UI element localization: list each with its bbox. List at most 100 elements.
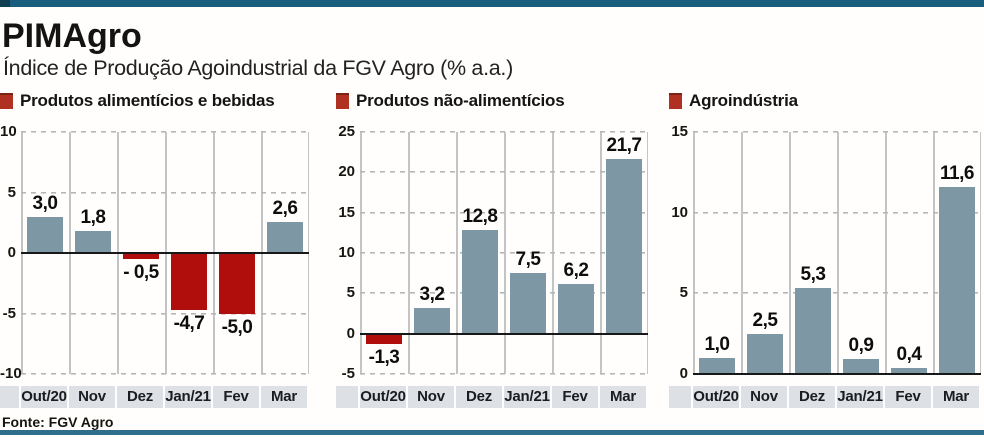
bar-value-label: 11,6 — [940, 162, 974, 184]
bar-Nov — [747, 333, 783, 374]
bar-Out/20 — [699, 357, 735, 374]
chart-title: Produtos não-alimentícios — [356, 91, 565, 110]
category-label: Nov — [69, 386, 115, 408]
bar-Fev — [558, 283, 594, 334]
category-band-axis-cell — [0, 386, 19, 408]
y-axis-tick-label: -10 — [0, 365, 22, 382]
y-axis-tick-label: 10 — [671, 203, 688, 221]
bar-value-label: 6,2 — [563, 259, 589, 281]
bar-value-label: 3,0 — [32, 192, 58, 214]
category-label: Fev — [552, 386, 598, 408]
y-axis-tick-label: 0 — [7, 244, 16, 261]
bar-Mar — [267, 221, 303, 253]
chart-plot — [360, 131, 648, 375]
chart-1: Produtos alimentícios e bebidas 10 5 0 -5 -10… — [0, 0, 309, 437]
category-label: Jan/21 — [504, 386, 550, 408]
chart-plot — [21, 131, 309, 375]
y-axis-tick-label: 15 — [338, 203, 355, 221]
bar-value-label: 2,5 — [752, 309, 778, 331]
chart-3: Agroindústria 15 10 5 0 1,0 Out/20 2,5 Nov 5,3 Dez… — [669, 0, 981, 437]
bar-Fev — [891, 367, 927, 374]
bar-value-label: -4,7 — [173, 312, 205, 334]
bar-value-label: 1,0 — [704, 333, 730, 355]
bar-Nov — [75, 231, 111, 253]
bar-value-label: 3,2 — [419, 283, 445, 305]
y-axis-tick-label: 5 — [7, 183, 16, 201]
bar-Mar — [606, 158, 642, 334]
chart-title: Produtos alimentícios e bebidas — [20, 91, 275, 110]
category-label: Dez — [789, 386, 835, 408]
top-strip — [0, 0, 984, 7]
column-separator-line — [837, 132, 839, 374]
bar-value-label: -5,0 — [221, 316, 253, 338]
bar-value-label: -1,3 — [368, 347, 400, 369]
bar-Fev — [219, 253, 255, 314]
bar-value-label: - 0,5 — [123, 262, 159, 284]
legend-swatch-icon — [336, 93, 349, 109]
category-label: Fev — [213, 386, 259, 408]
bar-value-label: 12,8 — [462, 206, 498, 228]
y-axis-tick-label: 10 — [338, 244, 355, 261]
gridline — [693, 211, 981, 214]
gridline — [360, 373, 648, 375]
category-label: Out/20 — [21, 386, 67, 408]
bar-value-label: 1,8 — [80, 207, 106, 229]
gridline — [21, 131, 309, 133]
top-strip-accent — [0, 0, 10, 7]
y-axis-tick-label: 25 — [338, 123, 355, 140]
y-axis-tick-label: 5 — [679, 284, 688, 302]
gridline — [360, 171, 648, 174]
chart-title: Agroindústria — [689, 91, 798, 110]
page-title: PIMAgro — [2, 17, 142, 55]
bar-Dez — [123, 253, 159, 260]
category-label: Mar — [261, 386, 307, 408]
bar-value-label: 5,3 — [800, 264, 826, 286]
bar-value-label: 0,9 — [848, 335, 874, 357]
category-label: Jan/21 — [165, 386, 211, 408]
source-note: Fonte: FGV Agro — [2, 414, 114, 430]
bar-Dez — [462, 230, 498, 334]
bar-Out/20 — [27, 216, 63, 253]
gridline — [21, 191, 309, 194]
category-label: Mar — [600, 386, 646, 408]
bar-Jan/21 — [510, 273, 546, 334]
y-axis-tick-label: 5 — [346, 284, 355, 302]
column-separator-line — [693, 132, 695, 374]
zero-axis-line — [21, 252, 309, 254]
category-label: Dez — [117, 386, 163, 408]
y-axis-tick-label: 0 — [679, 365, 688, 382]
page-subtitle: Índice de Produção Agoindustrial da FGV … — [3, 56, 513, 80]
category-band-axis-cell — [669, 386, 691, 408]
gridline — [360, 292, 648, 295]
chart-2: Produtos não-alimentícios 25 20 15 10 5 0 -5 -1,… — [336, 0, 648, 437]
gridline — [21, 373, 309, 375]
zero-axis-line — [693, 373, 981, 375]
legend-swatch-icon — [669, 93, 682, 109]
column-separator-line — [979, 132, 981, 374]
category-label: Out/20 — [693, 386, 739, 408]
bar-value-label: 0,4 — [896, 343, 922, 365]
bar-Out/20 — [366, 333, 402, 345]
y-axis-tick-label: -5 — [341, 365, 355, 382]
y-axis-tick-label: 10 — [0, 123, 17, 140]
category-label: Out/20 — [360, 386, 406, 408]
category-label: Mar — [933, 386, 979, 408]
column-separator-line — [933, 132, 935, 374]
bottom-strip — [0, 430, 984, 435]
column-separator-line — [885, 132, 887, 374]
column-separator-line — [789, 132, 791, 374]
category-band-axis-cell — [336, 386, 358, 408]
bar-value-label: 7,5 — [515, 249, 541, 271]
bar-Mar — [939, 186, 975, 374]
gridline — [21, 312, 309, 315]
gridline — [360, 211, 648, 214]
category-label: Fev — [885, 386, 931, 408]
gridline — [360, 131, 648, 133]
bar-Nov — [414, 307, 450, 334]
zero-axis-line — [360, 332, 648, 335]
bar-value-label: 2,6 — [272, 197, 298, 219]
y-axis-tick-label: -5 — [2, 304, 16, 322]
category-label: Nov — [741, 386, 787, 408]
bar-value-label: 21,7 — [606, 134, 642, 156]
